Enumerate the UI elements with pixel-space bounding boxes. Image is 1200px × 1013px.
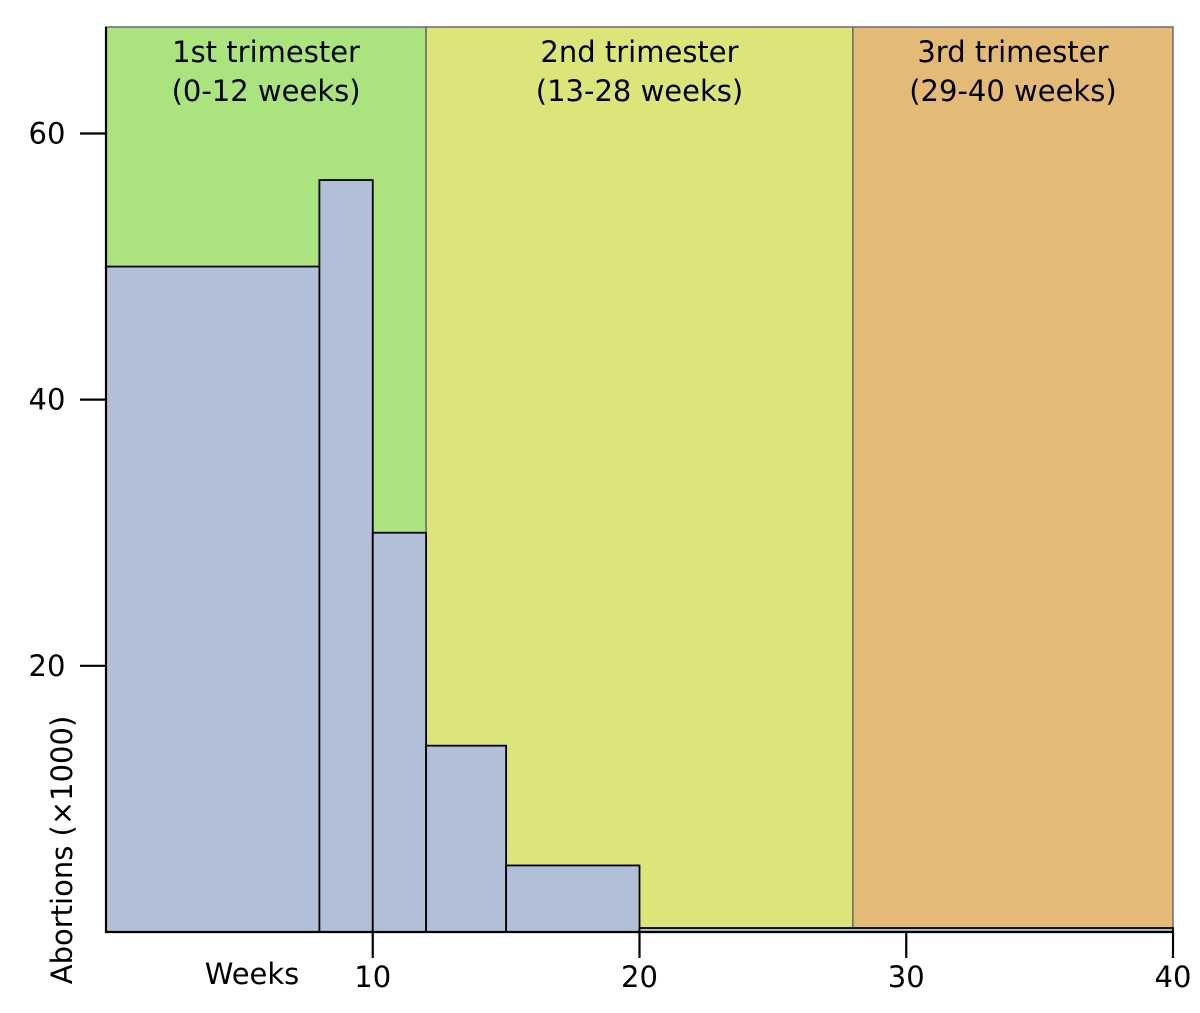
y-tick-label-60: 60 bbox=[29, 116, 66, 150]
histogram-bar-4 bbox=[425, 744, 508, 933]
histogram-bar-5 bbox=[505, 864, 641, 933]
trimester-label-3-range: (29-40 weeks) bbox=[909, 74, 1116, 108]
y-tick-label-40: 40 bbox=[29, 383, 66, 417]
y-tick-label-20: 20 bbox=[29, 649, 66, 683]
x-tick-label-10: 10 bbox=[354, 960, 391, 994]
tick-labels: 20 40 60 10 20 30 40 bbox=[29, 116, 1192, 994]
y-axis-label: Abortions (×1000) bbox=[45, 716, 79, 985]
x-tick-label-40: 40 bbox=[1155, 960, 1192, 994]
trimester-band-3 bbox=[852, 26, 1174, 933]
histogram-bar-3 bbox=[371, 531, 427, 933]
trimester-label-2-title: 2nd trimester bbox=[540, 35, 738, 69]
x-tick-label-20: 20 bbox=[621, 960, 658, 994]
trimester-label-3-title: 3rd trimester bbox=[917, 35, 1108, 69]
trimester-label-2-range: (13-28 weeks) bbox=[536, 74, 743, 108]
trimester-label-1-range: (0-12 weeks) bbox=[172, 74, 361, 108]
x-axis-label: Weeks bbox=[205, 957, 300, 991]
trimester-labels: 1st trimester (0-12 weeks) 2nd trimester (1… bbox=[172, 35, 1117, 108]
x-tick-label-30: 30 bbox=[888, 960, 925, 994]
axes bbox=[80, 27, 1175, 958]
histogram-bars bbox=[105, 179, 1174, 933]
histogram-bar-1 bbox=[105, 265, 321, 933]
histogram-bar-2 bbox=[318, 179, 374, 933]
trimester-label-1-title: 1st trimester bbox=[172, 35, 360, 69]
